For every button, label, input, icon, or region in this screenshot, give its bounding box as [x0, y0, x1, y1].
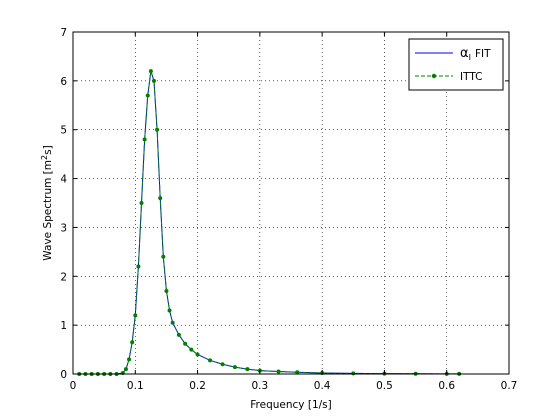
x-tick-label: 0.5	[376, 380, 393, 392]
y-tick-label: 1	[60, 320, 67, 332]
data-point	[158, 196, 163, 201]
legend-fit-greek: α	[460, 46, 469, 61]
data-point	[176, 332, 181, 337]
data-point	[164, 288, 169, 293]
data-point	[148, 69, 153, 74]
data-point	[232, 365, 237, 370]
y-tick-label: 6	[60, 76, 67, 88]
legend-box	[408, 38, 504, 91]
data-point	[139, 201, 144, 205]
data-point	[295, 370, 300, 375]
data-point	[189, 347, 194, 352]
legend: αI FIT ITTC	[408, 38, 504, 91]
x-tick-label: 0	[70, 380, 77, 392]
data-point	[351, 371, 356, 376]
y-axis-label-suffix: s]	[42, 145, 54, 155]
x-tick-label: 0.3	[252, 380, 269, 392]
y-tick-label: 7	[60, 27, 67, 39]
y-axis-label-superscript: 2	[40, 155, 49, 160]
x-tick-label: 0.1	[127, 380, 144, 392]
data-point	[220, 362, 225, 367]
data-point	[208, 358, 213, 363]
x-axis-label: Frequency [1/s]	[250, 399, 331, 411]
data-point	[145, 93, 150, 98]
legend-fit-subscript: I	[469, 53, 471, 62]
data-point	[123, 367, 128, 372]
y-tick-label: 2	[60, 271, 67, 283]
y-tick-label: 5	[60, 125, 67, 137]
y-axis-label: Wave Spectrum [m2s]	[40, 145, 54, 260]
x-tick-label: 0.7	[501, 380, 518, 392]
data-point	[170, 320, 175, 325]
data-point	[155, 127, 160, 132]
x-tick-label: 0.4	[314, 380, 331, 392]
axes-box	[72, 31, 510, 375]
data-point	[245, 367, 250, 372]
x-tick-label: 0.6	[438, 380, 455, 392]
data-point	[167, 308, 172, 313]
data-point	[127, 357, 132, 362]
data-point	[133, 313, 138, 318]
data-point	[276, 369, 281, 374]
y-tick-label: 0	[60, 369, 67, 381]
data-point	[151, 78, 156, 83]
data-point	[142, 137, 147, 142]
legend-ittc-marker	[431, 73, 437, 79]
data-point	[195, 352, 200, 357]
x-tick-label: 0.2	[189, 380, 206, 392]
data-point	[136, 264, 141, 269]
y-tick-label: 4	[60, 174, 67, 186]
data-point	[183, 341, 188, 346]
ticks: 0 0.1 0.2 0.3 0.4 0.5 0.6 0.7 0 1 2 3 4 5 6 7	[60, 27, 517, 392]
legend-fit-name: FIT	[475, 48, 491, 60]
y-axis-label-prefix: Wave Spectrum [m	[42, 160, 54, 261]
data-point	[130, 340, 135, 345]
legend-fit-label: αI FIT	[460, 46, 491, 62]
y-tick-label: 3	[60, 222, 67, 234]
legend-ittc-label: ITTC	[460, 71, 482, 83]
data-point	[161, 254, 166, 259]
